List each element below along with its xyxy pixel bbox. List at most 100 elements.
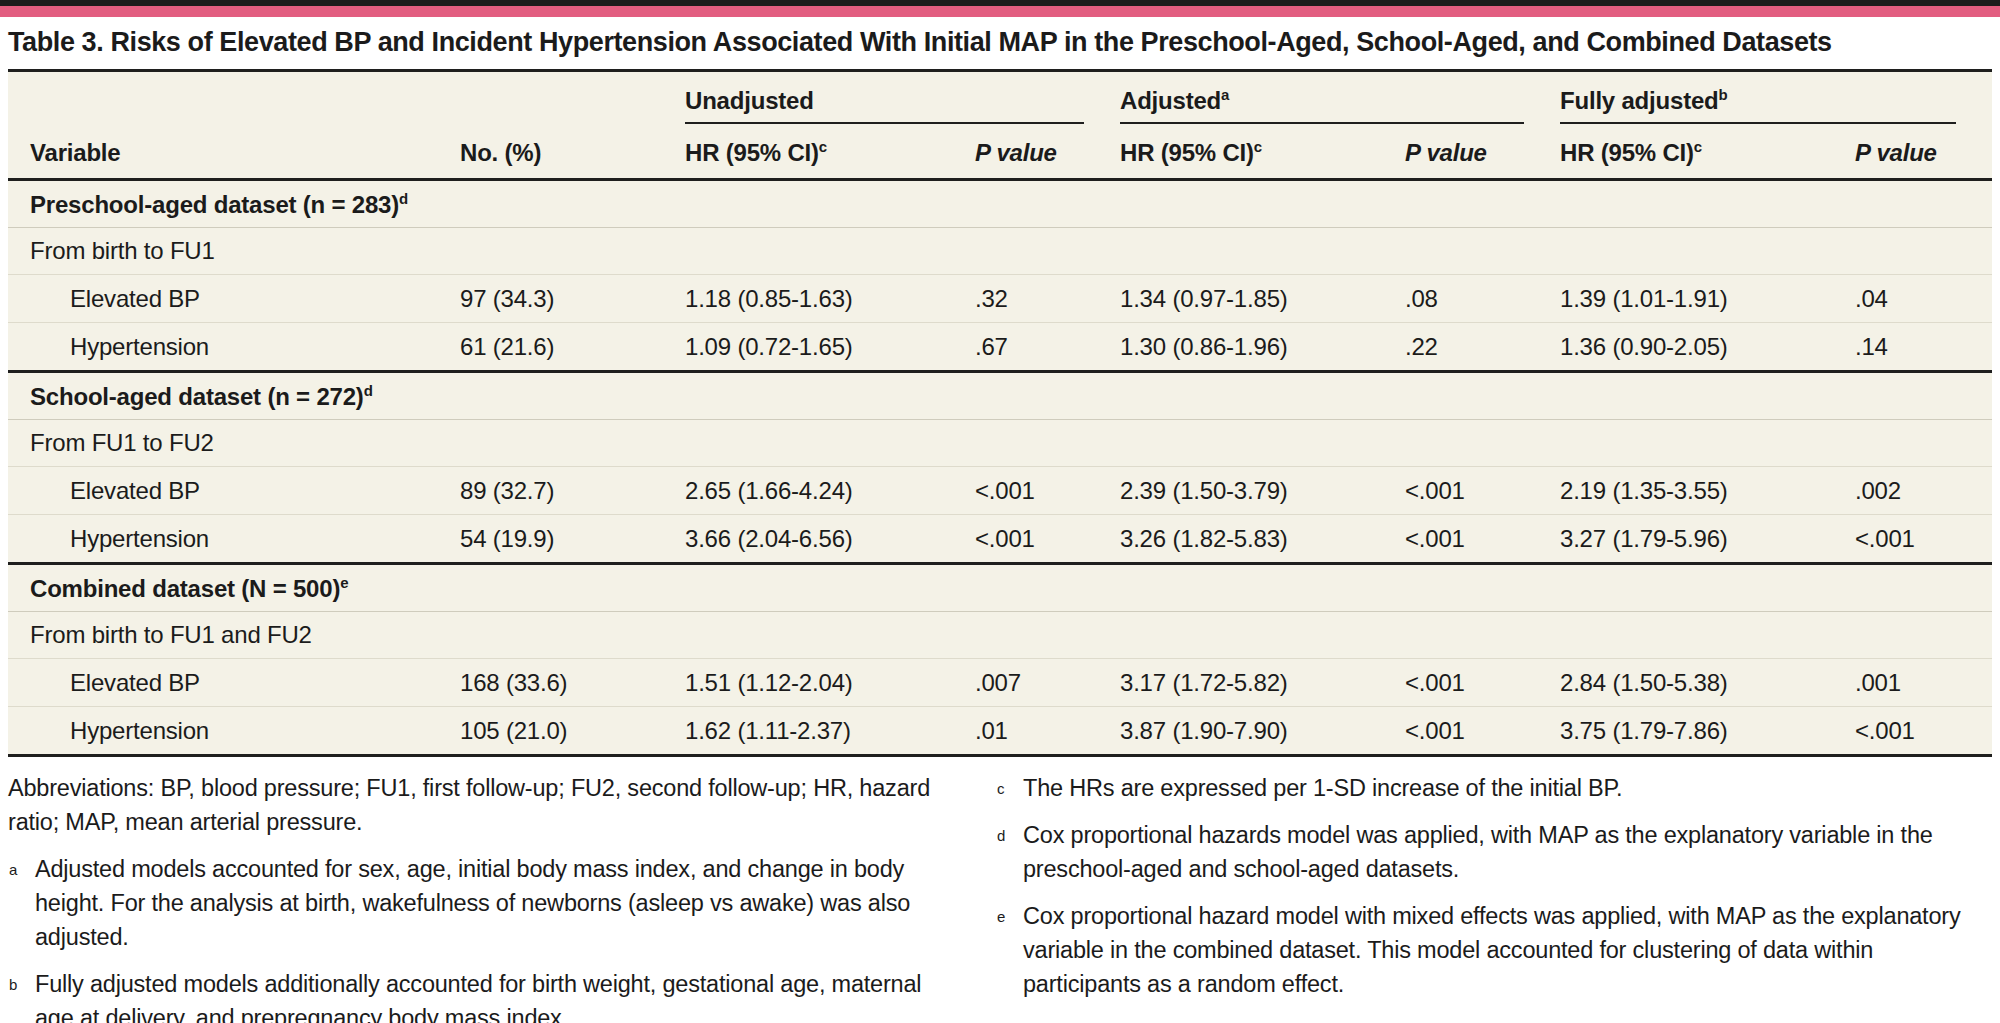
cell-hr-unadjusted: 1.51 (1.12-2.04) bbox=[685, 669, 975, 697]
section-title-sup: d bbox=[364, 382, 373, 399]
spanner-spacer bbox=[8, 86, 685, 124]
hr-sup: c bbox=[1694, 138, 1702, 155]
period-row: From FU1 to FU2 bbox=[8, 419, 1992, 466]
hr-sup: c bbox=[819, 138, 827, 155]
cell-p-adjusted: .08 bbox=[1405, 285, 1560, 313]
cell-hr-unadjusted: 2.65 (1.66-4.24) bbox=[685, 477, 975, 505]
cell-no: 168 (33.6) bbox=[460, 669, 685, 697]
spanner-label: Adjusted bbox=[1120, 87, 1221, 114]
section-title-text: Preschool-aged dataset (n = 283) bbox=[30, 191, 399, 218]
cell-hr-fully-adjusted: 1.36 (0.90-2.05) bbox=[1560, 333, 1855, 361]
spanner-sup: a bbox=[1221, 86, 1229, 103]
cell-p-unadjusted: .67 bbox=[975, 333, 1120, 361]
cell-hr-fully-adjusted: 1.39 (1.01-1.91) bbox=[1560, 285, 1855, 313]
cell-variable: Elevated BP bbox=[8, 285, 460, 313]
spanner-header-row: Unadjusted Adjusteda Fully adjustedb bbox=[8, 72, 1992, 124]
footnote-e: e Cox proportional hazard model with mixe… bbox=[996, 899, 1990, 1001]
column-header-row: Variable No. (%) HR (95% CI)c P value HR… bbox=[8, 124, 1992, 178]
cell-variable: Hypertension bbox=[8, 717, 460, 745]
col-header-p-unadjusted: P value bbox=[975, 139, 1120, 167]
cell-hr-fully-adjusted: 3.75 (1.79-7.86) bbox=[1560, 717, 1855, 745]
section-title-text: Combined dataset (N = 500) bbox=[30, 575, 340, 602]
period-row: From birth to FU1 bbox=[8, 227, 1992, 274]
section-title: Combined dataset (N = 500)e bbox=[30, 574, 348, 603]
footnote-b-text: Fully adjusted models additionally accou… bbox=[35, 971, 921, 1023]
cell-no: 61 (21.6) bbox=[460, 333, 685, 361]
data-table: Unadjusted Adjusteda Fully adjustedb Var… bbox=[8, 69, 1992, 757]
section-header-combined: Combined dataset (N = 500)e bbox=[8, 565, 1992, 611]
section-header-school: School-aged dataset (n = 272)d bbox=[8, 373, 1992, 419]
table-title: Table 3. Risks of Elevated BP and Incide… bbox=[8, 27, 1990, 58]
cell-p-adjusted: .22 bbox=[1405, 333, 1560, 361]
cell-hr-adjusted: 2.39 (1.50-3.79) bbox=[1120, 477, 1405, 505]
hr-label: HR (95% CI) bbox=[1120, 139, 1254, 166]
table-row: Elevated BP 97 (34.3) 1.18 (0.85-1.63) .… bbox=[8, 274, 1992, 322]
section-header-preschool: Preschool-aged dataset (n = 283)d bbox=[8, 181, 1992, 227]
cell-p-unadjusted: <.001 bbox=[975, 477, 1120, 505]
cell-p-fully-adjusted: .002 bbox=[1855, 477, 1992, 505]
table-title-area: Table 3. Risks of Elevated BP and Incide… bbox=[0, 17, 2000, 69]
cell-variable: Hypertension bbox=[8, 333, 460, 361]
cell-hr-unadjusted: 1.09 (0.72-1.65) bbox=[685, 333, 975, 361]
hr-label: HR (95% CI) bbox=[685, 139, 819, 166]
section-title-text: School-aged dataset (n = 272) bbox=[30, 383, 364, 410]
cell-p-fully-adjusted: .04 bbox=[1855, 285, 1992, 313]
cell-p-unadjusted: <.001 bbox=[975, 525, 1120, 553]
col-header-p-adjusted: P value bbox=[1405, 139, 1560, 167]
spanner-adjusted: Adjusteda bbox=[1120, 86, 1524, 124]
section-title: School-aged dataset (n = 272)d bbox=[30, 382, 373, 411]
cell-p-fully-adjusted: .14 bbox=[1855, 333, 1992, 361]
footnote-d: dCox proportional hazards model was appl… bbox=[996, 818, 1990, 886]
hr-label: HR (95% CI) bbox=[1560, 139, 1694, 166]
cell-p-adjusted: <.001 bbox=[1405, 717, 1560, 745]
col-header-variable: Variable bbox=[8, 139, 460, 167]
period-row: From birth to FU1 and FU2 bbox=[8, 611, 1992, 658]
section-title-sup: d bbox=[399, 190, 408, 207]
cell-hr-fully-adjusted: 3.27 (1.79-5.96) bbox=[1560, 525, 1855, 553]
pink-accent-bar bbox=[0, 6, 2000, 17]
footnote-abbreviations: Abbreviations: BP, blood pressure; FU1, … bbox=[8, 771, 938, 839]
cell-hr-unadjusted: 1.18 (0.85-1.63) bbox=[685, 285, 975, 313]
footnote-b-marker: b bbox=[9, 968, 17, 1002]
table-row: Hypertension 61 (21.6) 1.09 (0.72-1.65) … bbox=[8, 322, 1992, 370]
cell-p-fully-adjusted: .001 bbox=[1855, 669, 1992, 697]
cell-p-adjusted: <.001 bbox=[1405, 669, 1560, 697]
cell-hr-unadjusted: 1.62 (1.11-2.37) bbox=[685, 717, 975, 745]
spanner-label: Fully adjusted bbox=[1560, 87, 1719, 114]
footnote-c: c The HRs are expressed per 1-SD increase… bbox=[996, 771, 1990, 805]
cell-p-unadjusted: .007 bbox=[975, 669, 1120, 697]
cell-p-unadjusted: .01 bbox=[975, 717, 1120, 745]
footnote-a-text: Adjusted models accounted for sex, age, … bbox=[35, 856, 910, 950]
footnote-c-text: The HRs are expressed per 1-SD increase … bbox=[1023, 775, 1622, 801]
footnote-d-text: Cox proportional hazards model was appli… bbox=[1023, 822, 1933, 882]
cell-variable: Elevated BP bbox=[8, 477, 460, 505]
section-title: Preschool-aged dataset (n = 283)d bbox=[30, 190, 408, 219]
footnote-a-marker: a bbox=[9, 853, 17, 887]
cell-no: 89 (32.7) bbox=[460, 477, 685, 505]
col-header-p-fully-adjusted: P value bbox=[1855, 139, 1992, 167]
cell-hr-fully-adjusted: 2.19 (1.35-3.55) bbox=[1560, 477, 1855, 505]
cell-hr-adjusted: 3.87 (1.90-7.90) bbox=[1120, 717, 1405, 745]
col-header-hr-unadjusted: HR (95% CI)c bbox=[685, 138, 975, 167]
cell-hr-unadjusted: 3.66 (2.04-6.56) bbox=[685, 525, 975, 553]
cell-hr-fully-adjusted: 2.84 (1.50-5.38) bbox=[1560, 669, 1855, 697]
cell-hr-adjusted: 3.17 (1.72-5.82) bbox=[1120, 669, 1405, 697]
table-row: Elevated BP 89 (32.7) 2.65 (1.66-4.24) <… bbox=[8, 466, 1992, 514]
cell-p-fully-adjusted: <.001 bbox=[1855, 717, 1992, 745]
cell-no: 105 (21.0) bbox=[460, 717, 685, 745]
cell-p-unadjusted: .32 bbox=[975, 285, 1120, 313]
footnote-c-marker: c bbox=[997, 772, 1004, 806]
cell-hr-adjusted: 1.30 (0.86-1.96) bbox=[1120, 333, 1405, 361]
table-row: Hypertension 54 (19.9) 3.66 (2.04-6.56) … bbox=[8, 514, 1992, 562]
spanner-sup: b bbox=[1719, 86, 1728, 103]
cell-p-adjusted: <.001 bbox=[1405, 525, 1560, 553]
footnote-b: b Fully adjusted models additionally acco… bbox=[8, 967, 938, 1023]
footnote-e-text: Cox proportional hazard model with mixed… bbox=[1023, 903, 1961, 997]
hr-sup: c bbox=[1254, 138, 1262, 155]
section-title-sup: e bbox=[340, 574, 348, 591]
table-bottom-rule bbox=[8, 754, 1992, 757]
footnote-e-marker: e bbox=[997, 900, 1005, 934]
cell-variable: Elevated BP bbox=[8, 669, 460, 697]
col-header-no: No. (%) bbox=[460, 139, 685, 167]
cell-hr-adjusted: 3.26 (1.82-5.83) bbox=[1120, 525, 1405, 553]
